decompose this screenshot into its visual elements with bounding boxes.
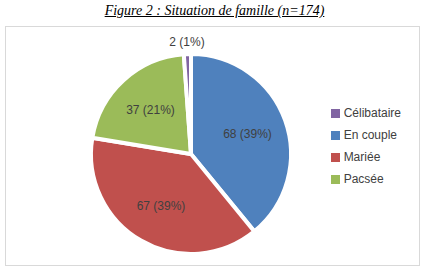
svg-text:37 (21%): 37 (21%) (126, 103, 175, 117)
svg-text:68 (39%): 68 (39%) (223, 127, 272, 141)
svg-text:67 (39%): 67 (39%) (137, 199, 186, 213)
html-text:En couple: En couple (343, 128, 397, 142)
html-text:Célibataire: Célibataire (343, 106, 401, 120)
html-text:Pacsée: Pacsée (343, 172, 384, 186)
html-text:Mariée: Mariée (343, 150, 381, 164)
html-text:Figure 2 : Situation de famill: Figure 2 : Situation de famille (n=174) (104, 3, 325, 18)
svg-text:2 (1%): 2 (1%) (169, 35, 204, 49)
